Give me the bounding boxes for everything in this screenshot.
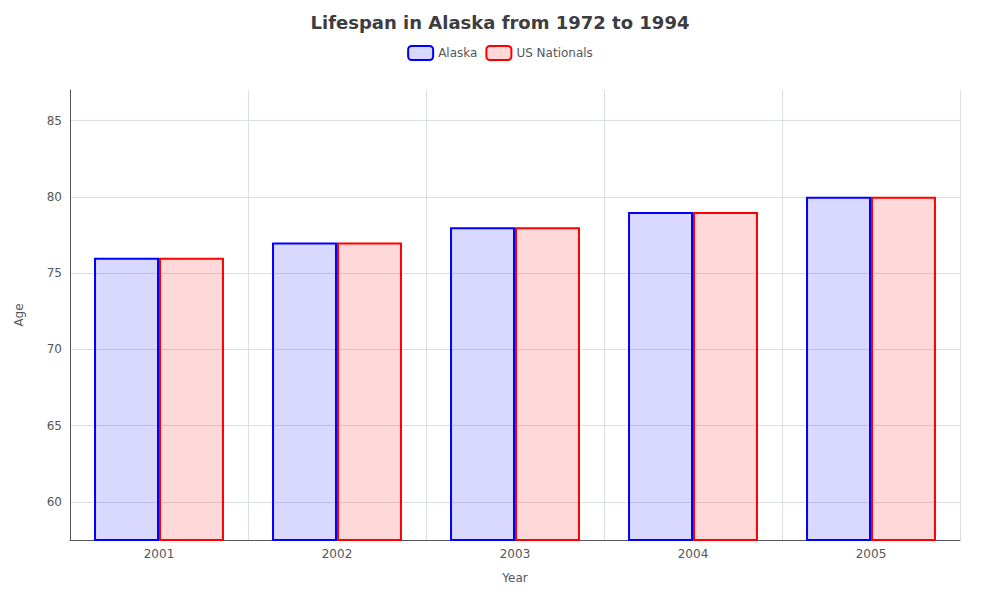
svg-text:75: 75 [47, 266, 62, 280]
svg-text:2005: 2005 [856, 547, 887, 561]
svg-text:2004: 2004 [678, 547, 709, 561]
svg-text:Age: Age [12, 303, 26, 326]
svg-text:Alaska: Alaska [438, 46, 477, 60]
svg-text:2001: 2001 [144, 547, 175, 561]
svg-text:2002: 2002 [322, 547, 353, 561]
svg-text:Year: Year [501, 571, 527, 585]
svg-text:80: 80 [47, 190, 62, 204]
svg-text:60: 60 [47, 495, 62, 509]
svg-text:85: 85 [47, 114, 62, 128]
svg-text:70: 70 [47, 342, 62, 356]
svg-text:65: 65 [47, 419, 62, 433]
svg-text:Lifespan in Alaska from 1972 t: Lifespan in Alaska from 1972 to 1994 [311, 12, 690, 33]
svg-text:US Nationals: US Nationals [516, 46, 592, 60]
svg-text:2003: 2003 [500, 547, 531, 561]
